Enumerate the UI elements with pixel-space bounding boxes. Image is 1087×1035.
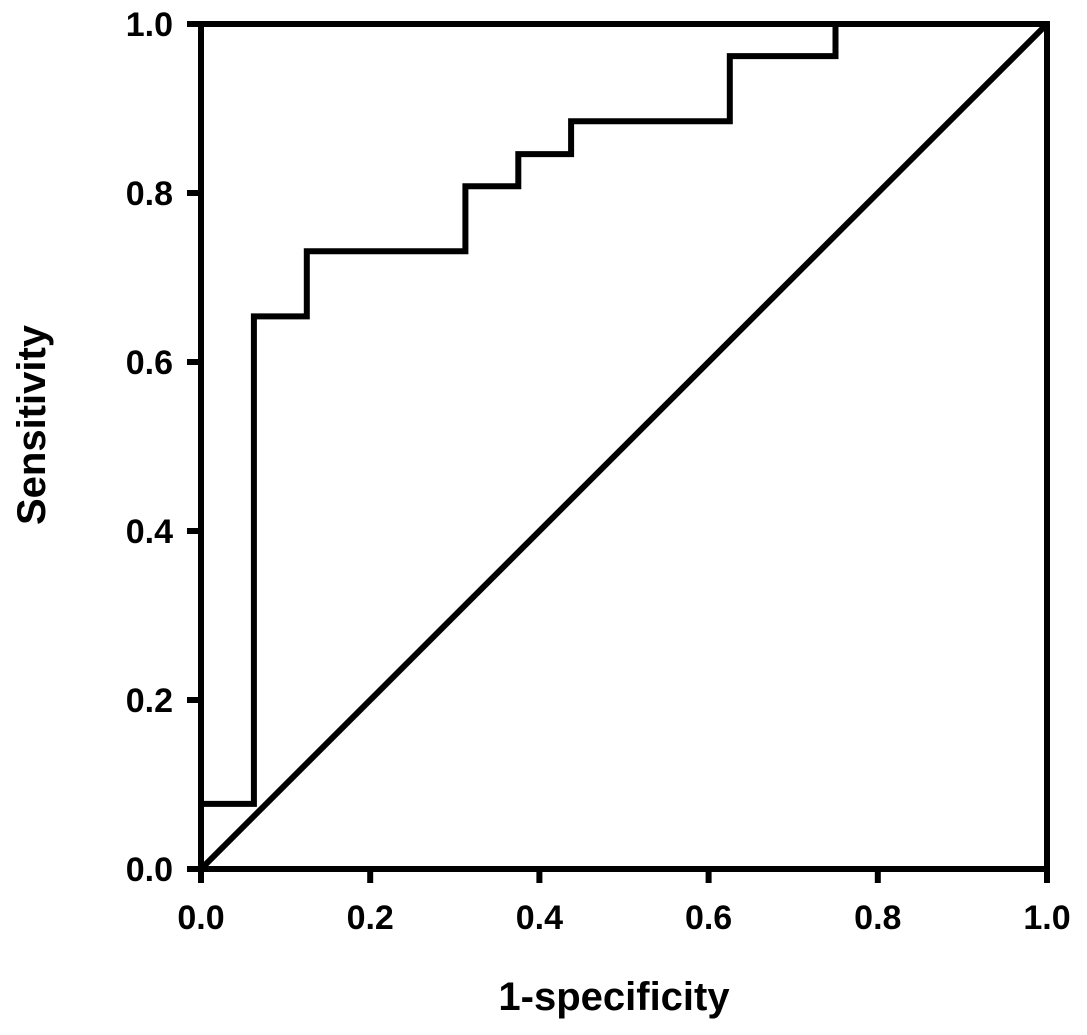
- x-tick-label: 0.6: [685, 899, 732, 937]
- y-tick-label: 0.2: [126, 682, 173, 720]
- x-axis-ticks: 0.0 0.2 0.4 0.6 0.8 1.0: [177, 869, 1071, 937]
- plot-border: [198, 21, 1050, 872]
- roc-curve-line: [201, 21, 1047, 807]
- series-layer: [198, 21, 1050, 872]
- y-tick-label: 0.8: [126, 175, 173, 213]
- plot-frame: [198, 21, 1050, 872]
- y-tick-label: 0.0: [126, 851, 173, 889]
- y-tick-label: 0.4: [126, 513, 173, 551]
- y-tick-label: 0.6: [126, 344, 173, 382]
- y-tick-label: 1.0: [126, 6, 173, 44]
- y-axis-title: Sensitivity: [10, 324, 54, 525]
- x-tick-label: 0.2: [347, 899, 394, 937]
- x-axis-title: 1-specificity: [498, 975, 730, 1019]
- x-tick-label: 0.0: [177, 899, 224, 937]
- y-axis-ticks: 0.0 0.2 0.4 0.6 0.8 1.0: [126, 6, 201, 889]
- reference-diagonal-line: [198, 21, 1050, 872]
- x-tick-label: 1.0: [1023, 899, 1070, 937]
- x-tick-label: 0.4: [516, 899, 563, 937]
- x-tick-label: 0.8: [854, 899, 901, 937]
